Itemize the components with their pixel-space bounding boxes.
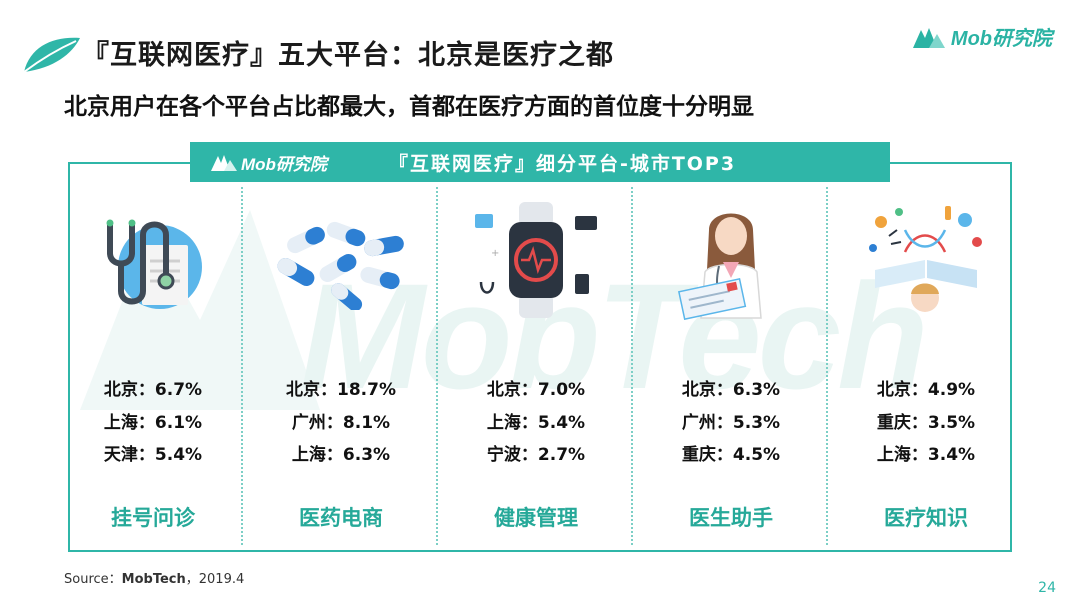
city-stat: 北京：7.0% bbox=[486, 380, 586, 400]
city-stat: 北京：6.7% bbox=[103, 380, 203, 400]
city-stat: 北京：6.3% bbox=[681, 380, 781, 400]
column-divider bbox=[241, 187, 243, 545]
column-divider bbox=[436, 187, 438, 545]
science-book-icon bbox=[869, 206, 982, 312]
city-stat: 北京：4.9% bbox=[876, 380, 976, 400]
city-stat: 北京：18.7% bbox=[286, 380, 396, 400]
category-label: 医疗知识 bbox=[884, 506, 968, 530]
mob-logo-icon bbox=[211, 155, 237, 171]
source-label: Source： bbox=[64, 572, 122, 587]
banner-logo: Mob研究院 bbox=[210, 150, 327, 175]
platform-column-health: + 北京：7.0% 上海：5.4% 宁波：2.7% 健康管理 bbox=[439, 190, 633, 540]
column-divider bbox=[826, 187, 828, 545]
city-stat: 上海：5.4% bbox=[486, 412, 586, 433]
smartwatch-icon: + bbox=[475, 202, 597, 318]
city-stat: 重庆：3.5% bbox=[876, 412, 976, 433]
city-stat: 上海：6.1% bbox=[103, 412, 203, 433]
leaf-decoration-icon bbox=[23, 37, 80, 73]
platform-column-knowledge: 北京：4.9% 重庆：3.5% 上海：3.4% 医疗知识 bbox=[829, 190, 1023, 540]
page-number: 24 bbox=[1038, 580, 1056, 596]
city-stat: 广州：8.1% bbox=[291, 412, 391, 433]
section-banner: Mob研究院 『互联网医疗』细分平台-城市TOP3 bbox=[190, 142, 890, 182]
city-stat: 宁波：2.7% bbox=[486, 445, 586, 465]
platform-column-doctor: 北京：6.3% 广州：5.3% 重庆：4.5% 医生助手 bbox=[634, 190, 828, 540]
brand-logo: Mob研究院 bbox=[911, 22, 1052, 51]
platform-column-pharmacy: 北京：18.7% 广州：8.1% 上海：6.3% 医药电商 bbox=[244, 190, 438, 540]
page-subtitle: 北京用户在各个平台占比都最大，首都在医疗方面的首位度十分明显 bbox=[64, 94, 754, 120]
source-name: MobTech bbox=[121, 572, 186, 587]
category-label: 健康管理 bbox=[494, 506, 578, 530]
category-label: 医生助手 bbox=[689, 506, 773, 530]
svg-text:+: + bbox=[491, 248, 499, 259]
city-stat: 天津：5.4% bbox=[103, 445, 203, 465]
stethoscope-icon bbox=[106, 219, 202, 309]
doctor-icon bbox=[677, 213, 762, 320]
pills-icon bbox=[277, 221, 404, 310]
watermark-text: MobTech bbox=[300, 252, 929, 420]
city-stat: 上海：6.3% bbox=[291, 445, 391, 465]
mob-logo-icon bbox=[912, 27, 945, 48]
brand-logo-text: Mob研究院 bbox=[950, 28, 1052, 50]
column-divider bbox=[631, 187, 633, 545]
page-title: 『互联网医疗』五大平台：北京是医疗之都 bbox=[82, 40, 614, 71]
city-stat: 重庆：4.5% bbox=[681, 445, 781, 465]
source-note: Source：MobTech，2019.4 bbox=[64, 568, 244, 587]
category-label: 挂号问诊 bbox=[111, 506, 195, 530]
banner-logo-text: Mob研究院 bbox=[241, 154, 327, 174]
source-date: ，2019.4 bbox=[185, 572, 245, 587]
city-stat: 广州：5.3% bbox=[681, 412, 781, 433]
platform-column-registration: 北京：6.7% 上海：6.1% 天津：5.4% 挂号问诊 bbox=[56, 190, 250, 540]
category-label: 医药电商 bbox=[299, 506, 383, 530]
banner-title: 『互联网医疗』细分平台-城市TOP3 bbox=[388, 152, 737, 175]
city-stat: 上海：3.4% bbox=[876, 445, 976, 465]
